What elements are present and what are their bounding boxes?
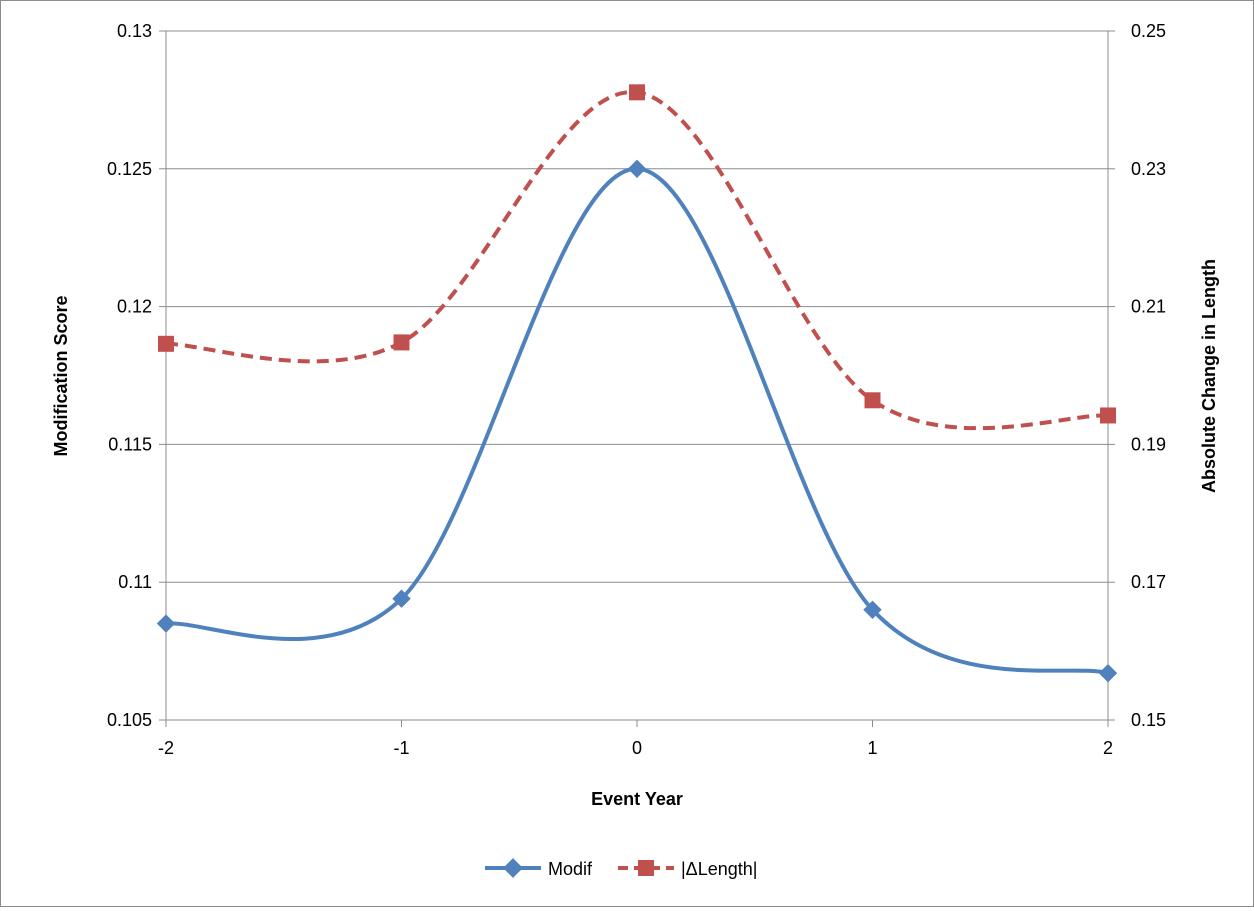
left-tick-label: 0.11 [118, 572, 152, 592]
data-point [156, 614, 176, 633]
x-tick-label: 1 [867, 738, 877, 758]
right-tick-label: 0.19 [1131, 434, 1166, 454]
data-point [158, 335, 174, 352]
left-tick-label: 0.12 [117, 297, 152, 317]
series-line [165, 166, 1109, 676]
gridlines [166, 30, 1108, 583]
x-tick-label: 0 [632, 738, 642, 758]
legend-item-length: |ΔLength| [618, 859, 757, 879]
data-point [627, 159, 647, 178]
right-tick-label: 0.21 [1131, 297, 1166, 317]
legend-marker-modif [503, 858, 523, 878]
data-point [393, 334, 410, 351]
series-line [165, 90, 1109, 431]
data-point [1100, 407, 1116, 424]
x-tick-label: -2 [158, 738, 174, 758]
left-axis-title: Modification Score [51, 295, 71, 456]
left-tick-label: 0.115 [108, 434, 152, 454]
legend-label-modif: Modif [548, 859, 593, 879]
legend-item-modif: Modif [485, 858, 593, 879]
legend-marker-length [638, 860, 654, 876]
left-tick-label: 0.105 [107, 710, 152, 730]
x-axis-title: Event Year [591, 789, 683, 809]
left-tick-label: 0.13 [117, 21, 152, 41]
data-point [863, 600, 882, 619]
x-tick-label: -1 [393, 738, 409, 758]
legend-label-length: |ΔLength| [681, 859, 757, 879]
right-tick-label: 0.17 [1131, 572, 1166, 592]
data-point [864, 392, 881, 409]
series-modif [156, 159, 1118, 683]
series-length [158, 84, 1116, 431]
right-axis-title: Absolute Change in Length [1199, 259, 1219, 493]
left-tick-label: 0.125 [107, 159, 152, 179]
right-tick-label: 0.15 [1131, 710, 1166, 730]
x-tick-label: 2 [1103, 738, 1113, 758]
left-axis-ticks: 0.105 0.11 0.115 0.12 0.125 0.13 [107, 21, 166, 730]
data-point [629, 84, 645, 101]
axes [165, 31, 1109, 721]
series-layer [156, 84, 1118, 683]
right-tick-label: 0.23 [1131, 159, 1166, 179]
x-axis-ticks: -2 -1 0 1 2 [158, 720, 1113, 758]
data-point [1098, 663, 1118, 683]
right-axis-ticks: 0.15 0.17 0.19 0.21 0.23 0.25 [1108, 21, 1166, 730]
data-point [392, 589, 411, 608]
right-tick-label: 0.25 [1131, 21, 1166, 41]
legend: Modif |ΔLength| [485, 858, 757, 879]
